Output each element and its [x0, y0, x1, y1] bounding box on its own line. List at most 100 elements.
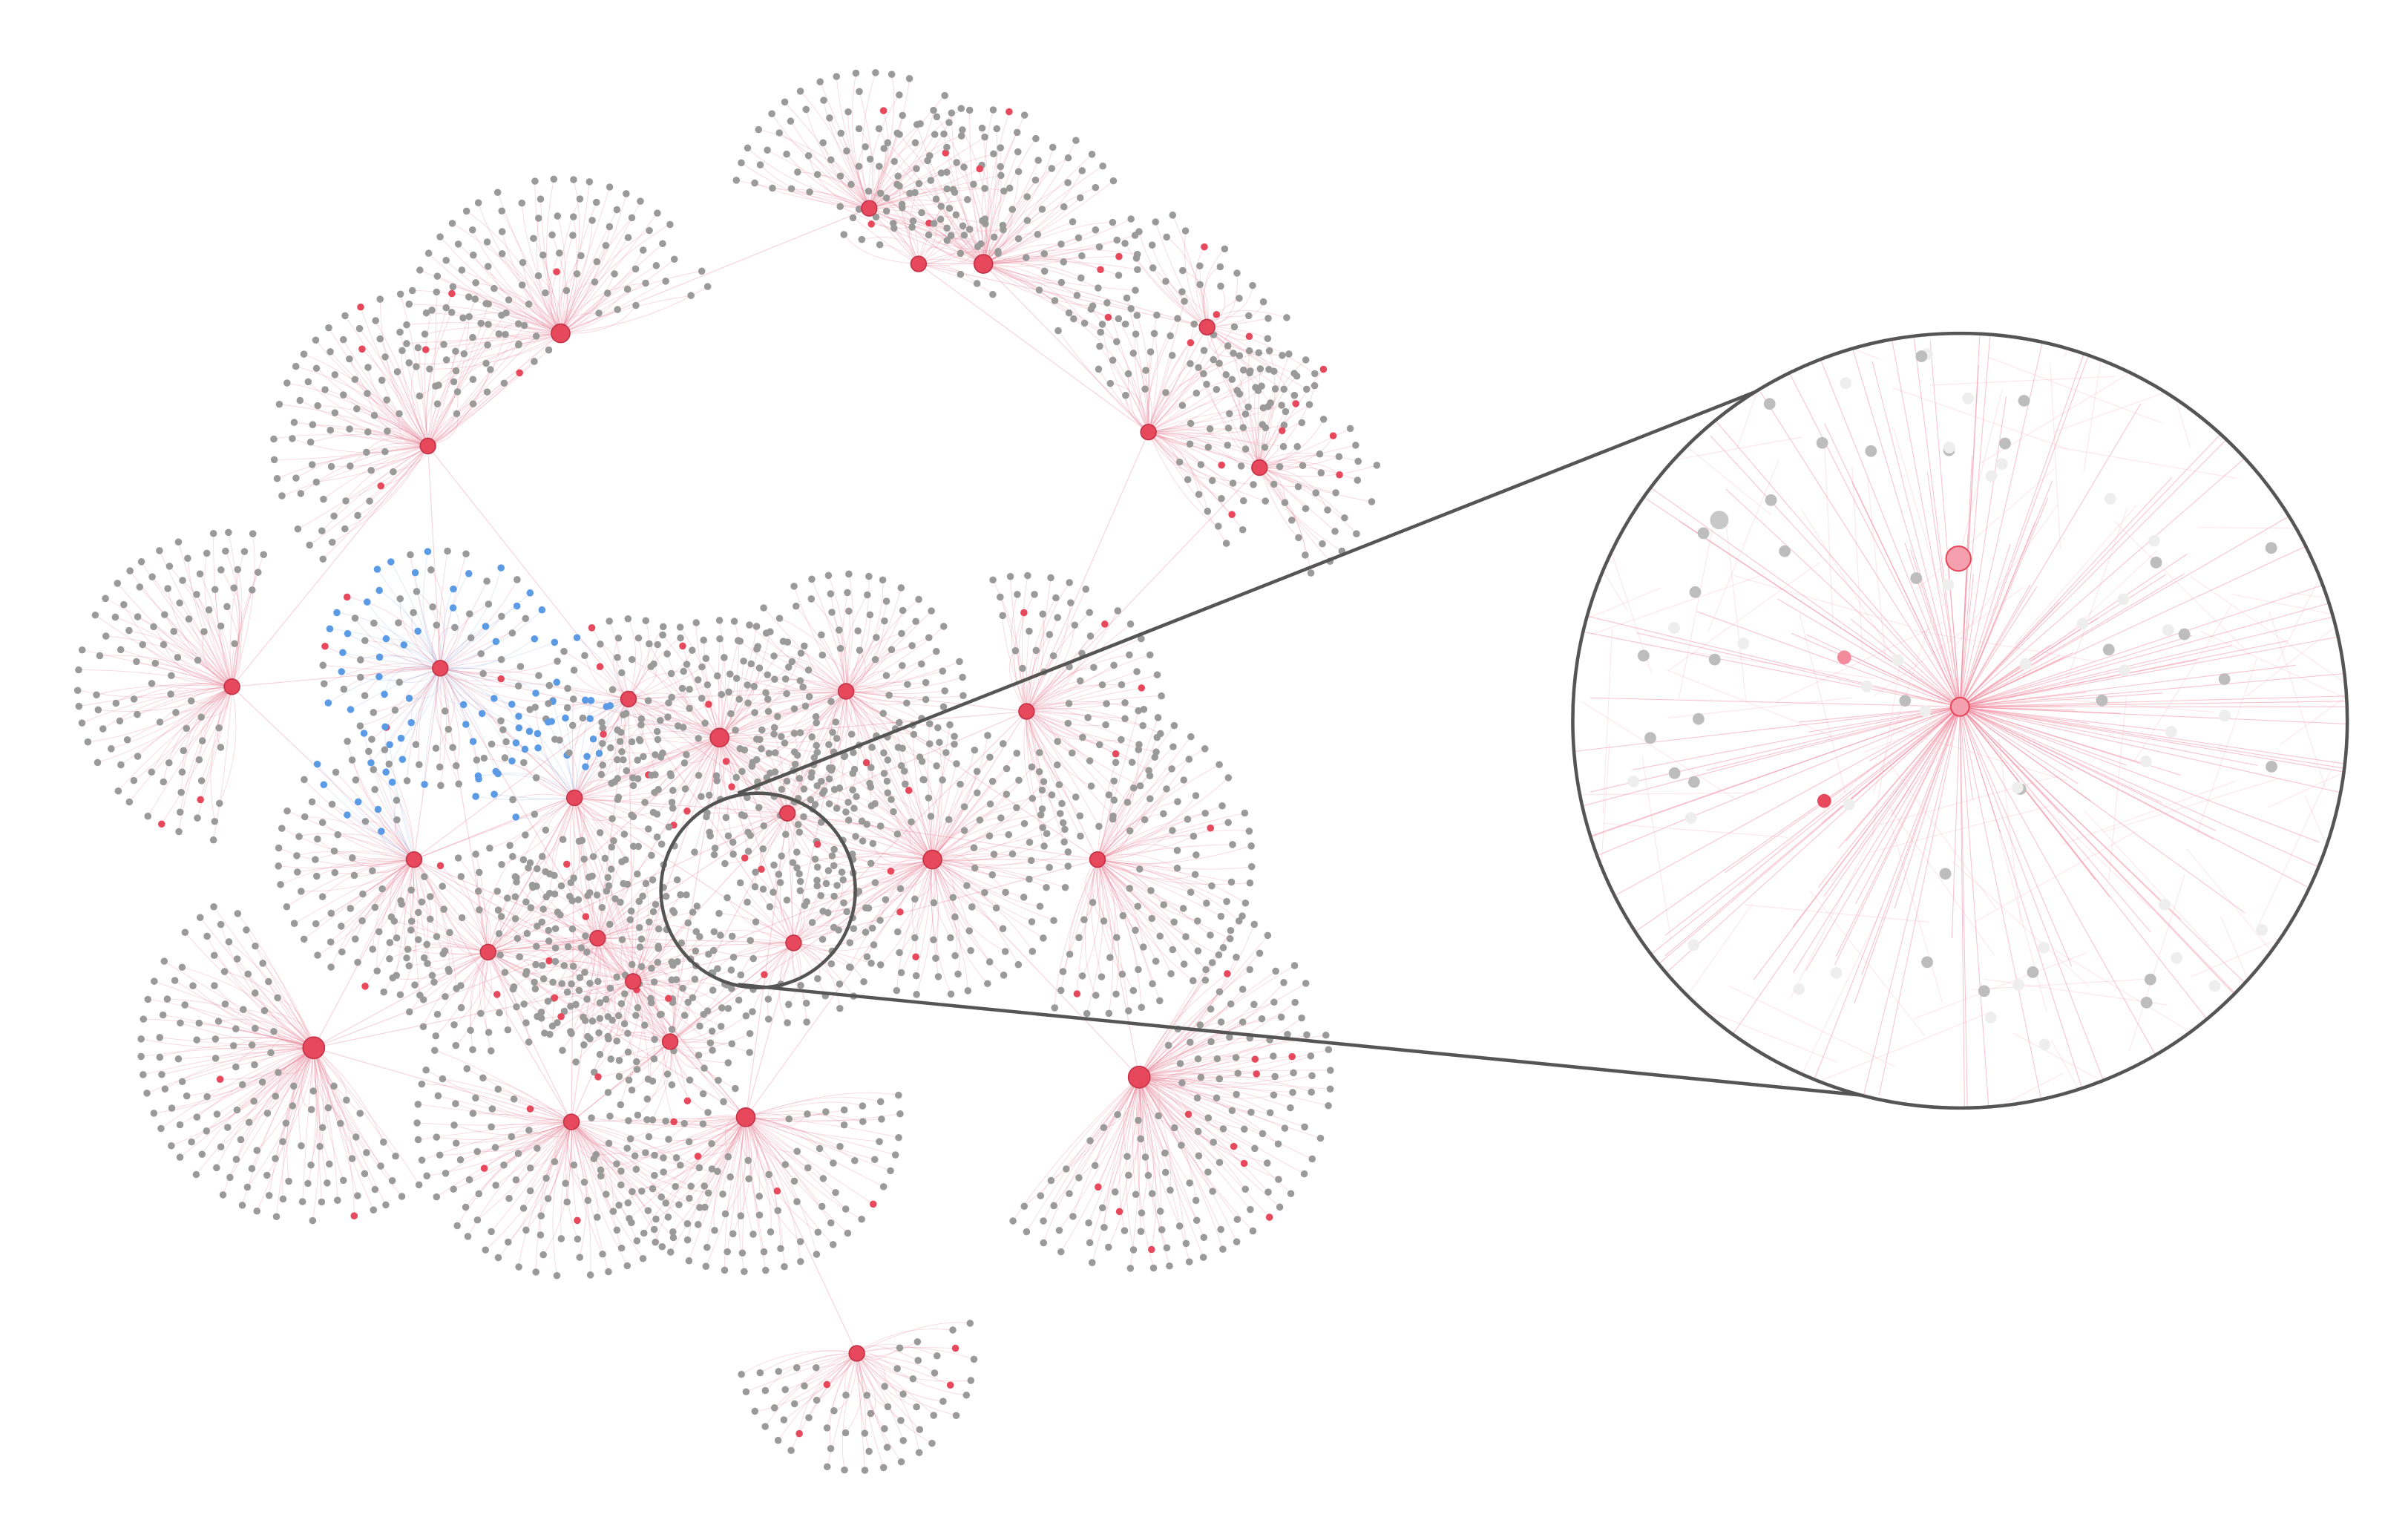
edge: [413, 859, 450, 972]
node: [251, 1061, 258, 1069]
node: [1193, 1094, 1201, 1102]
node: [789, 859, 797, 867]
node: [372, 317, 379, 324]
edge: [869, 153, 994, 209]
edge: [338, 833, 415, 860]
node: [708, 1165, 716, 1173]
edge: [869, 134, 936, 209]
edge: [730, 691, 847, 715]
node: [1295, 534, 1302, 542]
edge: [439, 668, 473, 742]
node: [1057, 278, 1066, 286]
node: [865, 1447, 873, 1455]
edge: [1026, 711, 1081, 836]
edge: [417, 347, 429, 446]
node: [214, 1018, 223, 1025]
edge: [745, 859, 933, 1118]
node: [452, 347, 459, 356]
edge: [1026, 666, 1094, 712]
edge: [1102, 1077, 1140, 1208]
node: [289, 435, 296, 442]
edge: [1139, 1076, 1291, 1109]
edge: [1134, 334, 1149, 433]
node: [1157, 730, 1164, 738]
edge: [487, 241, 561, 334]
edge: [560, 283, 646, 334]
node: [1233, 1216, 1241, 1223]
node: [308, 798, 316, 806]
edge: [868, 128, 887, 209]
node: [1336, 471, 1343, 479]
edge: [1259, 467, 1299, 538]
edge: [846, 661, 960, 692]
node: [670, 255, 678, 263]
node: [951, 1344, 959, 1352]
edge: [729, 688, 847, 692]
node: [930, 220, 938, 227]
edge: [425, 312, 453, 446]
edge: [1097, 845, 1252, 865]
node: [777, 1245, 784, 1253]
node: [1213, 310, 1221, 318]
node: [156, 547, 163, 554]
edge: [470, 951, 489, 1050]
node: [1167, 332, 1174, 340]
edge: [832, 859, 933, 951]
edge: [842, 594, 868, 692]
node: [840, 753, 848, 761]
edge: [1148, 431, 1246, 450]
node: [1057, 1248, 1065, 1256]
node: [338, 923, 345, 930]
node: [664, 1213, 672, 1221]
node: [556, 249, 563, 257]
edge: [1097, 859, 1195, 880]
node: [215, 799, 223, 808]
node: [355, 324, 364, 332]
node: [1176, 1060, 1184, 1067]
node: [887, 1167, 894, 1175]
edge: [916, 124, 984, 264]
node: [148, 573, 156, 580]
node: [835, 626, 843, 634]
node: [1230, 350, 1237, 357]
node: [1135, 966, 1142, 974]
node: [770, 724, 778, 732]
node: [931, 131, 939, 138]
node: [381, 448, 389, 456]
node: [756, 161, 764, 168]
edge: [597, 910, 674, 939]
node: [1064, 848, 1072, 856]
edge: [1026, 577, 1052, 712]
node: [781, 739, 789, 747]
node: [605, 1268, 612, 1276]
edge: [237, 913, 315, 1048]
node: [1095, 243, 1103, 251]
node: [1109, 177, 1118, 185]
edge: [552, 937, 598, 1026]
edge: [413, 797, 575, 860]
node: [384, 428, 391, 435]
node: [1187, 888, 1195, 896]
node: [915, 1449, 923, 1456]
node: [948, 109, 956, 117]
node: [1003, 764, 1011, 773]
edge: [137, 616, 232, 687]
edge: [355, 379, 428, 447]
edge: [845, 615, 870, 692]
edge: [611, 1020, 671, 1042]
edge: [440, 616, 502, 669]
edge: [390, 561, 441, 669]
node: [1187, 1038, 1194, 1046]
edge: [982, 263, 1093, 307]
node: [1059, 819, 1067, 827]
edge: [1148, 345, 1229, 433]
edge: [745, 1116, 891, 1171]
edge: [574, 669, 629, 700]
node: [813, 863, 821, 871]
node: [823, 1463, 831, 1471]
edge: [856, 1353, 865, 1471]
edge: [384, 727, 415, 860]
node: [867, 220, 876, 228]
node: [441, 707, 449, 715]
node: [860, 977, 867, 986]
